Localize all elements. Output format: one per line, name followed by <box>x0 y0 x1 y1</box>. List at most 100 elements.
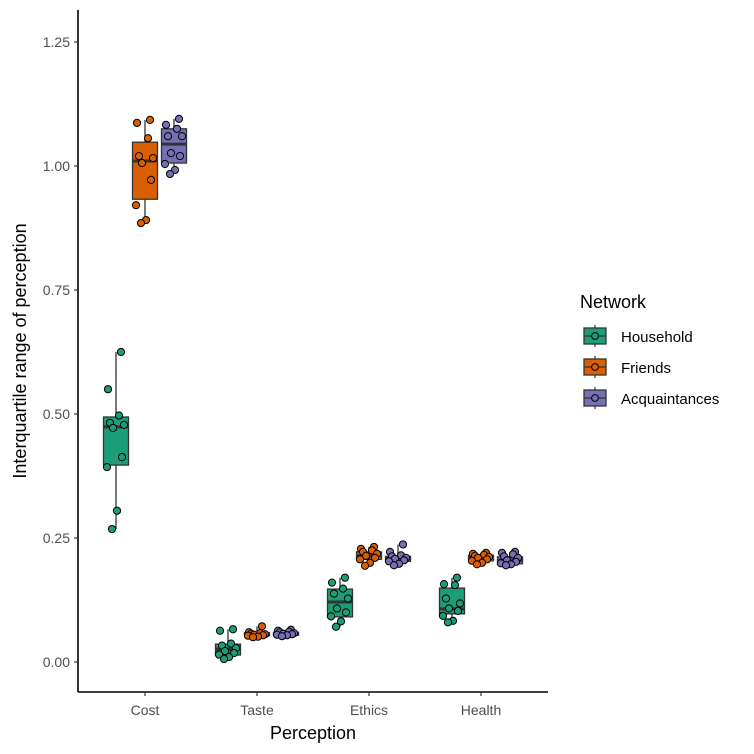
y-axis-title: Interquartile range of perception <box>10 223 30 478</box>
legend-label: Acquaintances <box>621 391 719 408</box>
legend-item-acquaintances: Acquaintances <box>583 387 719 409</box>
data-point <box>336 617 346 626</box>
data-point <box>102 462 112 472</box>
data-point <box>501 561 511 570</box>
data-point <box>146 175 156 184</box>
data-point <box>360 561 370 570</box>
data-point <box>228 625 238 634</box>
box-household-ethics <box>326 573 354 631</box>
data-point <box>452 573 462 582</box>
data-point <box>119 420 129 430</box>
data-point <box>148 153 158 163</box>
data-point <box>327 578 337 587</box>
y-axis-ticks: 0.00 0.25 0.50 0.75 1.00 1.25 <box>43 34 78 670</box>
data-point <box>136 218 146 228</box>
data-point <box>438 611 448 620</box>
data-point <box>166 149 176 158</box>
data-point <box>277 632 287 641</box>
data-point <box>143 134 153 143</box>
data-point <box>134 151 144 161</box>
data-point <box>172 124 182 133</box>
box-friends-health <box>467 548 495 569</box>
data-point <box>332 604 342 613</box>
data-point <box>248 633 258 642</box>
data-point <box>441 594 451 603</box>
box-friends-taste <box>243 622 271 642</box>
data-point <box>160 159 170 169</box>
data-point <box>443 618 453 627</box>
y-tick-label: 1.25 <box>43 34 70 50</box>
box-acquaintances-taste <box>272 625 300 641</box>
y-tick-label: 0.25 <box>43 530 70 546</box>
data-point <box>108 423 118 432</box>
data-point <box>219 654 229 664</box>
data-point <box>453 606 463 616</box>
data-point <box>326 612 336 621</box>
box-acquaintances-health <box>496 547 524 570</box>
data-point <box>338 584 348 593</box>
box-household-cost <box>102 347 130 534</box>
y-tick-label: 0.00 <box>43 654 70 670</box>
data-point <box>112 506 122 515</box>
data-point <box>175 151 185 161</box>
data-point <box>444 604 454 613</box>
box-friends-cost <box>131 115 159 228</box>
legend-item-friends: Friends <box>583 356 671 378</box>
data-point <box>341 608 351 617</box>
data-point <box>361 551 371 560</box>
data-point <box>163 132 173 141</box>
x-tick-label: Cost <box>131 702 160 718</box>
x-axis-title: Perception <box>270 723 356 743</box>
data-point <box>226 639 236 648</box>
data-point <box>439 580 449 589</box>
box-friends-ethics <box>355 542 383 570</box>
data-point <box>103 385 113 394</box>
data-point <box>450 581 460 590</box>
legend-label: Friends <box>621 360 671 377</box>
legend: Network Household Friends Acquaintances <box>580 292 719 409</box>
legend-label: Household <box>621 329 693 346</box>
data-point <box>257 622 267 631</box>
data-point <box>472 560 482 569</box>
legend-key-point <box>591 394 599 402</box>
data-point <box>331 622 341 631</box>
legend-key-point <box>591 363 599 371</box>
box-household-health <box>438 573 466 627</box>
legend-key-point <box>591 332 599 340</box>
data-point <box>214 650 224 659</box>
data-point <box>145 115 155 124</box>
data-point <box>177 132 187 141</box>
x-tick-label: Ethics <box>350 702 388 718</box>
y-tick-label: 0.50 <box>43 406 70 422</box>
data-point <box>343 594 353 603</box>
data-point <box>165 169 175 179</box>
data-point <box>355 555 365 564</box>
data-point <box>398 540 408 549</box>
data-point <box>161 120 171 129</box>
y-tick-label: 0.75 <box>43 282 70 298</box>
data-point <box>132 118 142 127</box>
data-point <box>117 453 127 462</box>
data-point <box>329 589 339 598</box>
legend-item-household: Household <box>583 325 693 347</box>
data-point <box>107 524 117 534</box>
box-acquaintances-ethics <box>384 540 412 570</box>
x-tick-label: Taste <box>240 702 274 718</box>
legend-title: Network <box>580 292 647 312</box>
box-household-taste <box>214 625 242 664</box>
data-point <box>174 114 184 123</box>
data-point <box>220 646 230 656</box>
box-body <box>131 141 159 200</box>
data-point <box>116 347 126 357</box>
data-point <box>114 411 124 420</box>
data-point <box>340 573 350 582</box>
data-point <box>137 158 147 168</box>
box-acquaintances-cost <box>160 114 188 179</box>
plot-area <box>102 114 524 664</box>
y-tick-label: 1.00 <box>43 158 70 174</box>
x-tick-label: Health <box>461 702 501 718</box>
data-point <box>215 626 225 635</box>
x-axis-ticks: Cost Taste Ethics Health <box>131 692 501 718</box>
data-point <box>389 561 399 570</box>
